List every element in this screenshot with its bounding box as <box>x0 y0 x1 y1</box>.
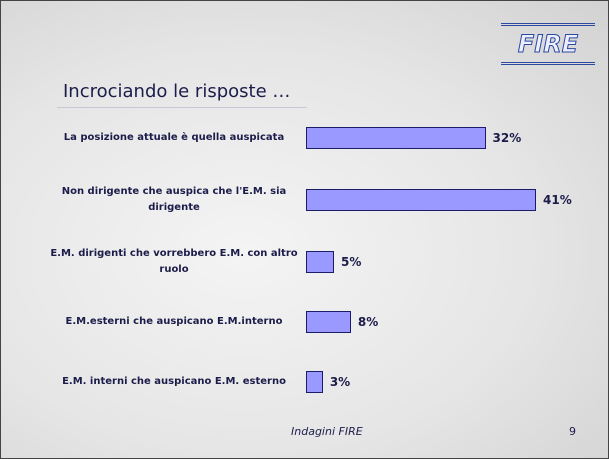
page-number: 9 <box>569 425 576 438</box>
value-label: 41% <box>543 193 572 207</box>
category-label: E.M. interni che auspicano E.M. esterno <box>62 376 286 387</box>
value-label: 32% <box>492 131 522 145</box>
footer: Indagini FIRE <box>291 425 363 438</box>
bar <box>306 311 351 333</box>
value-label: 8% <box>357 315 379 329</box>
chart-title: Incrociando le risposte … <box>63 81 291 102</box>
category-label: E.M.esterni che auspicano E.M.interno <box>65 316 283 327</box>
bar <box>306 127 486 149</box>
logo: FIRE <box>501 23 595 65</box>
value-label: 5% <box>341 255 362 269</box>
bar <box>306 251 335 273</box>
category-label: E.M. dirigenti che vorrebbero E.M. con a… <box>50 248 298 275</box>
bar <box>306 189 536 211</box>
category-label: Non dirigente che auspica che l'E.M. sia… <box>61 186 287 213</box>
category-label: La posizione attuale è quella auspicata <box>63 132 285 143</box>
bar <box>306 371 323 393</box>
value-label: 3% <box>329 375 351 389</box>
title-rule <box>57 107 307 108</box>
